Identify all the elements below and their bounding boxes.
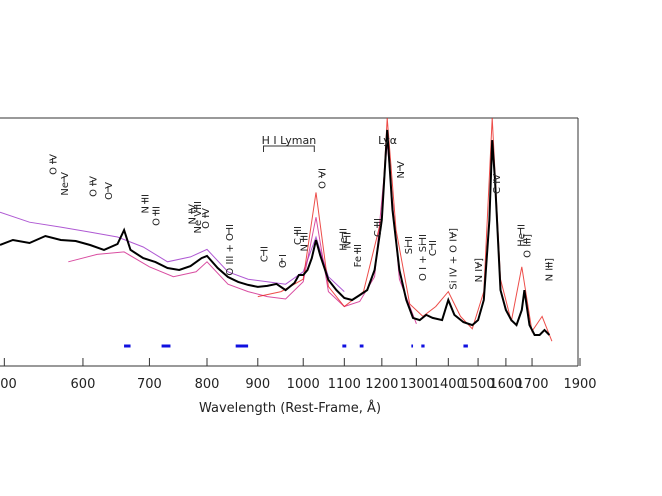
line-annotation: Fe III — [353, 244, 364, 267]
line-annotation: N III] — [545, 258, 556, 282]
x-tick-label: 1600 — [489, 377, 522, 392]
line-annotation: C II — [428, 240, 439, 256]
line-annotation: N IV — [188, 204, 199, 225]
peak-label: Lyα — [378, 134, 397, 147]
line-annotation: N IV] — [474, 258, 485, 282]
line-annotation: O VI — [318, 168, 329, 189]
line-annotation: N III — [141, 194, 152, 214]
line-annotation: O III — [151, 206, 162, 226]
x-tick-label: 1000 — [287, 377, 320, 392]
line-annotation: O IV — [201, 208, 212, 229]
x-axis-label: Wavelength (Rest-Frame, Å) — [199, 400, 381, 416]
x-tick-label: 1300 — [400, 377, 433, 392]
line-annotation: O IV — [49, 154, 60, 175]
line-annotation: Si II — [404, 236, 415, 254]
line-annotation: Ne VIII — [193, 201, 204, 234]
x-tick-label: 1500 — [462, 377, 495, 392]
lyman-bracket — [263, 145, 315, 152]
x-tick-label: 1100 — [328, 377, 361, 392]
spectrum-line — [0, 129, 551, 336]
line-annotation: C III — [373, 218, 384, 237]
x-tick-label: 500 — [0, 377, 17, 392]
line-annotation: Ne V — [60, 172, 71, 196]
line-annotation: O I + Si II — [418, 234, 429, 281]
x-tick-label: 1900 — [563, 377, 596, 392]
x-tick-label: 1700 — [515, 377, 548, 392]
x-tick-label: 1400 — [432, 377, 465, 392]
line-annotation: C III — [293, 226, 304, 245]
line-annotation: O I — [278, 254, 289, 268]
spectrum-line — [0, 211, 345, 292]
x-tick-label: 800 — [195, 377, 220, 392]
line-annotation: O V — [104, 182, 115, 200]
line-annotation: O III] — [523, 234, 534, 258]
x-tick-label: 700 — [137, 377, 162, 392]
x-tick-label: 600 — [71, 377, 96, 392]
x-tick-label: 900 — [245, 377, 270, 392]
line-annotation: He II — [338, 228, 349, 251]
line-annotation: C II — [260, 246, 271, 262]
lyman-label: H I Lyman — [262, 134, 317, 147]
spectrum-line — [68, 142, 417, 324]
line-annotation: C IV — [492, 174, 503, 194]
line-annotation: Si IV + O IV] — [448, 228, 459, 290]
x-tick-label: 1200 — [365, 377, 398, 392]
line-annotation: He II — [517, 224, 528, 247]
line-annotation: N III — [299, 232, 310, 252]
line-annotation: O IV — [89, 176, 100, 197]
line-annotation: O III + O II — [225, 224, 236, 276]
line-annotation: N V — [396, 161, 407, 179]
line-annotation: N II — [342, 232, 353, 249]
